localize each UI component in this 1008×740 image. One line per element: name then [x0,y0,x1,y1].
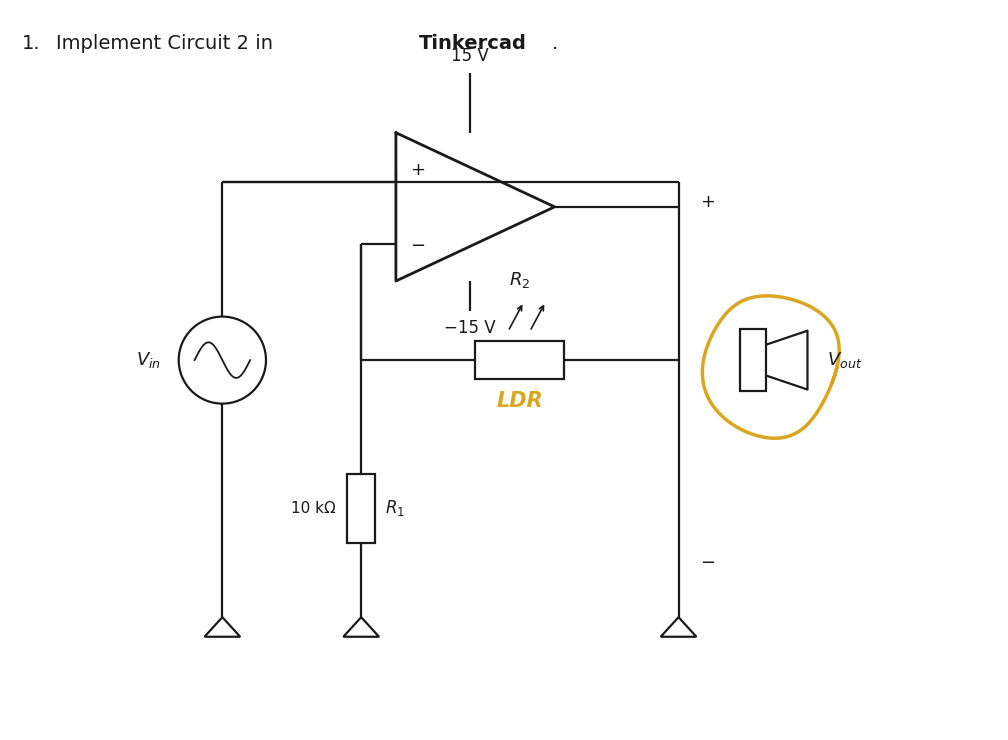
Text: +: + [701,193,716,211]
Bar [740,329,766,391]
Text: Tinkercad: Tinkercad [418,34,526,53]
Text: $V_{in}$: $V_{in}$ [136,350,161,370]
Bar [348,474,375,543]
Text: 10 kΩ: 10 kΩ [290,501,336,516]
Text: $-$: $-$ [410,235,425,253]
Text: 1.: 1. [22,34,40,53]
Text: $V_{out}$: $V_{out}$ [828,350,863,370]
Text: LDR: LDR [497,391,543,411]
Text: −: − [701,554,716,572]
Text: −15 V: −15 V [445,319,496,337]
Text: 15 V: 15 V [452,47,489,65]
Text: .: . [551,34,557,53]
Text: $+$: $+$ [410,161,425,179]
Bar [475,341,564,379]
Text: $R_1$: $R_1$ [385,499,405,519]
Text: Implement Circuit 2 in: Implement Circuit 2 in [55,34,279,53]
Text: $R_2$: $R_2$ [509,270,530,290]
